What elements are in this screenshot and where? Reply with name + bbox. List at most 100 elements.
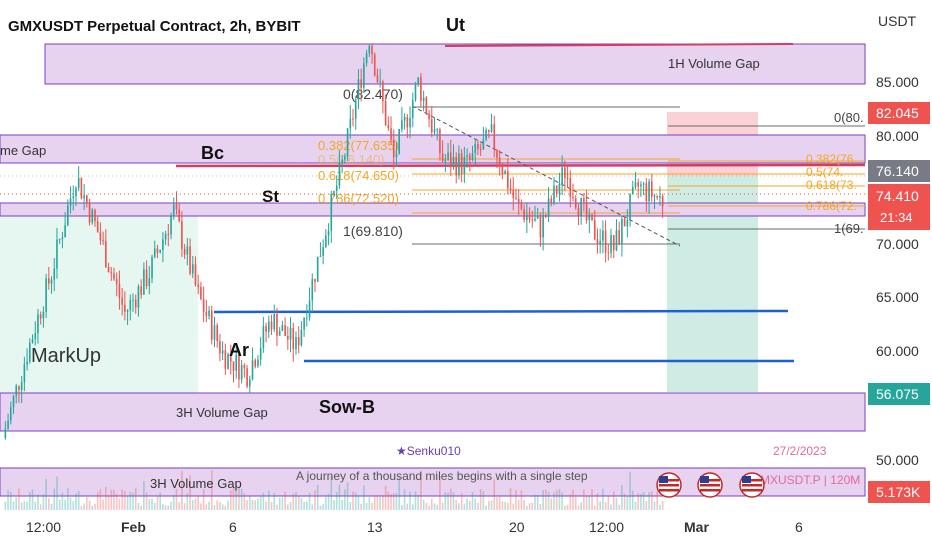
price-axis[interactable]	[866, 0, 932, 512]
volume-bar	[631, 490, 634, 510]
time-axis[interactable]	[0, 512, 866, 550]
volume-bar	[243, 493, 246, 510]
zone-left-volume-gap	[0, 134, 866, 164]
volume-bar	[517, 499, 520, 510]
candle-body	[295, 336, 297, 350]
candle-body	[420, 77, 422, 101]
candle-body	[623, 218, 626, 227]
candle-body	[34, 333, 37, 340]
candle-body	[300, 329, 303, 346]
candle-body	[12, 395, 15, 408]
volume-bar	[322, 503, 324, 510]
volume-bar	[330, 476, 333, 510]
volume-bar	[56, 476, 58, 510]
candle-body	[368, 46, 371, 54]
candle-body	[175, 204, 178, 210]
volume-bar	[365, 503, 368, 510]
volume-bar	[140, 505, 142, 510]
volume-bar	[379, 496, 381, 510]
volume-bar	[520, 490, 523, 510]
volume-bar	[268, 490, 270, 510]
candle-body	[436, 129, 439, 131]
volume-bar	[194, 498, 197, 510]
volume-bar	[547, 491, 550, 510]
volume-bar	[151, 498, 153, 510]
candle-body	[183, 248, 186, 255]
volume-bar	[18, 488, 20, 510]
candle-body	[156, 248, 159, 253]
candle-body	[577, 207, 580, 216]
volume-bar	[126, 496, 129, 510]
volume-bar	[373, 495, 376, 510]
x-tick-6b: 6	[795, 519, 803, 535]
candle-body	[379, 81, 381, 83]
candle-body	[479, 148, 482, 150]
candle-body	[612, 235, 615, 251]
volume-bar	[4, 501, 7, 510]
candle-body	[194, 264, 197, 285]
candle-body	[181, 221, 183, 249]
candle-body	[593, 220, 596, 240]
candle-body	[477, 143, 479, 149]
volume-bar	[392, 493, 395, 510]
candle-body	[276, 314, 278, 336]
candle-body	[316, 256, 319, 282]
volume-bar	[564, 505, 566, 510]
candle-body	[517, 199, 520, 203]
y-tick-80: 80.000	[876, 128, 919, 144]
volume-bar	[287, 504, 289, 510]
volume-bar	[414, 491, 417, 510]
us-flag-icon	[739, 472, 765, 498]
volume-bar	[159, 492, 161, 510]
candle-body	[349, 118, 352, 129]
candle-body	[86, 195, 88, 204]
candle-body	[229, 353, 232, 362]
volume-bar	[303, 501, 305, 510]
volume-bar	[281, 497, 284, 510]
candle-body	[243, 365, 246, 369]
candle-body	[148, 278, 151, 287]
candle-body	[365, 53, 368, 64]
label-sow-b: Sow-B	[319, 397, 375, 417]
candle-body	[610, 235, 612, 254]
candle-body	[599, 240, 601, 244]
volume-bar	[542, 490, 544, 510]
fib-left-0786: 0.786(72.520)	[318, 191, 399, 206]
candle-body	[151, 257, 153, 279]
us-flag-icon	[656, 472, 682, 498]
volume-bar	[143, 480, 145, 510]
volume-bar	[202, 489, 205, 510]
candle-body	[640, 184, 642, 187]
volume-bar	[604, 502, 607, 510]
volume-bar	[235, 489, 238, 510]
candle-body	[284, 325, 286, 336]
zone-band	[0, 202, 866, 217]
volume-bar	[91, 505, 94, 510]
x-tick-20: 20	[509, 519, 525, 535]
candle-body	[145, 269, 148, 287]
volume-bar	[86, 497, 88, 510]
x-tick-1200: 12:00	[26, 519, 61, 535]
volume-bar	[561, 492, 563, 510]
y-tick-60: 60.000	[876, 343, 919, 359]
volume-bar	[20, 502, 23, 510]
volume-bar	[447, 492, 449, 510]
candle-body	[107, 266, 110, 273]
candle-body	[306, 317, 308, 319]
fib-right: 0(80. 0.382(76. 0.5(74. 0.618(73. 0.786(…	[668, 110, 865, 236]
volume-bar	[107, 495, 110, 510]
candle-body	[110, 272, 113, 274]
volume-bar	[634, 501, 637, 510]
volume-tag: 5.173K	[868, 481, 930, 503]
candle-body	[69, 198, 72, 206]
bar-countdown: 21:34	[880, 210, 913, 225]
volume-bar	[490, 500, 493, 510]
candle-body	[322, 247, 324, 256]
candle-body	[352, 118, 354, 120]
symbol-label: MXUSDT.P | 120M	[760, 473, 860, 487]
entry-price-tag: 76.140	[868, 160, 930, 182]
volume-bar	[545, 489, 547, 510]
volume-bar	[224, 505, 227, 510]
